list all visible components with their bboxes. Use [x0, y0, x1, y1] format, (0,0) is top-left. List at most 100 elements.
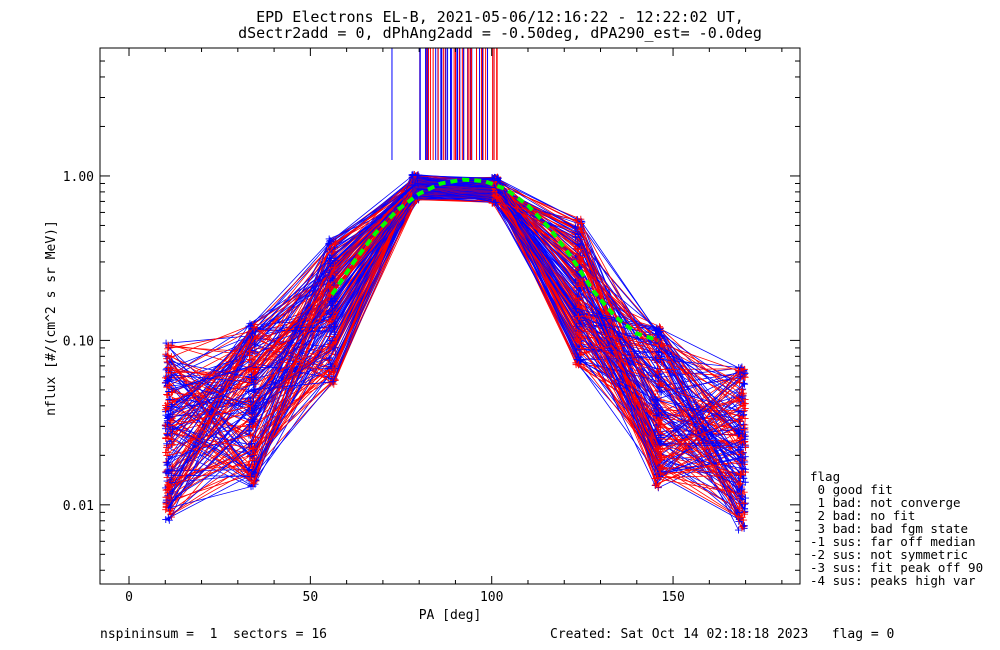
data-point	[162, 506, 170, 514]
footer-left: nspininsum = 1 sectors = 16	[100, 627, 327, 642]
data-point	[736, 479, 744, 487]
legend-item: -3 sus: fit peak off 90	[810, 560, 984, 575]
data-point	[164, 351, 172, 359]
data-point	[653, 324, 661, 332]
data-point	[741, 369, 749, 377]
data-point	[328, 337, 336, 345]
data-point	[325, 240, 333, 248]
data-point	[326, 282, 334, 290]
data-point	[737, 509, 745, 517]
data-point	[740, 424, 748, 432]
data-point	[167, 403, 175, 411]
legend-item: 1 bad: not converge	[810, 495, 961, 510]
data-point	[656, 388, 664, 396]
data-point	[165, 343, 173, 351]
data-point	[251, 340, 259, 348]
legend-item: -4 sus: peaks high var	[810, 573, 976, 588]
data-point	[252, 328, 260, 336]
data-point	[167, 417, 175, 425]
y-axis-label: nflux [#/(cm^2 s sr MeV)]	[44, 220, 59, 416]
fit-curve	[330, 177, 660, 343]
data-point	[246, 395, 254, 403]
data-point	[164, 376, 172, 384]
data-point	[741, 432, 749, 440]
data-point	[737, 443, 745, 451]
footer-right: Created: Sat Oct 14 02:18:18 2023 flag =…	[550, 627, 895, 642]
data-point	[249, 423, 257, 431]
data-point	[658, 453, 666, 461]
data-point	[325, 371, 333, 379]
data-point	[250, 458, 258, 466]
data-point	[737, 485, 745, 493]
data-point	[653, 412, 661, 420]
peak-band	[411, 177, 492, 200]
data-point	[409, 170, 417, 178]
data-point	[250, 406, 258, 414]
mask-left	[0, 0, 100, 650]
fit-layer	[330, 177, 660, 343]
data-point	[658, 464, 666, 472]
data-point	[573, 355, 581, 363]
chart-title-line2: dSectr2add = 0, dPhAng2add = -0.50deg, d…	[238, 24, 762, 42]
data-point	[250, 478, 258, 486]
data-point	[165, 381, 173, 389]
data-point	[163, 430, 171, 438]
data-point	[655, 418, 663, 426]
data-point	[166, 476, 174, 484]
data-point	[491, 198, 499, 206]
y-tick-label: 1.00	[63, 170, 94, 185]
data-point	[575, 296, 583, 304]
axes-layer: 0 50 100 150 0.01 0.10 1.00	[63, 47, 801, 605]
data-point	[167, 364, 175, 372]
data-point	[164, 341, 172, 349]
data-point	[740, 499, 748, 507]
data-point	[162, 448, 170, 456]
data-point	[331, 344, 339, 352]
legend-item: 3 bad: bad fgm state	[810, 521, 969, 536]
data-point	[655, 384, 663, 392]
data-point	[740, 400, 748, 408]
data-point	[164, 470, 172, 478]
data-point	[658, 340, 666, 348]
data-point	[738, 386, 746, 394]
data-point	[245, 388, 253, 396]
mask-right	[800, 0, 1000, 650]
data-point	[741, 465, 749, 473]
data-point	[245, 421, 253, 429]
data-point	[250, 323, 258, 331]
x-tick-label: 50	[303, 590, 319, 605]
data-point	[326, 254, 334, 262]
data-point	[738, 490, 746, 498]
data-point	[656, 365, 664, 373]
legend-item: 2 bad: no fit	[810, 508, 916, 523]
data-point	[165, 482, 173, 490]
data-point	[734, 367, 742, 375]
data-point	[656, 446, 664, 454]
x-tick-label: 0	[125, 590, 133, 605]
data-point	[572, 305, 580, 313]
data-point	[246, 356, 254, 364]
data-point	[740, 407, 748, 415]
data-point	[571, 224, 579, 232]
data-point	[736, 470, 744, 478]
data-point	[168, 429, 176, 437]
blue-trace	[169, 175, 740, 481]
data-point	[735, 481, 743, 489]
data-point	[741, 510, 749, 518]
data-point	[735, 368, 743, 376]
data-point	[162, 401, 170, 409]
data-point	[328, 306, 336, 314]
data-point	[739, 389, 747, 397]
legend-item: -2 sus: not symmetric	[810, 547, 969, 562]
data-point	[331, 339, 339, 347]
data-point	[163, 459, 171, 467]
data-point	[164, 391, 172, 399]
data-point	[168, 371, 176, 379]
data-point	[572, 216, 580, 224]
legend-item: -1 sus: far off median	[810, 534, 976, 549]
data-point	[162, 493, 170, 501]
flag-legend: flag 0 good fit 1 bad: not converge 2 ba…	[810, 470, 983, 587]
x-axis-label: PA [deg]	[419, 608, 482, 623]
data-point	[165, 488, 173, 496]
